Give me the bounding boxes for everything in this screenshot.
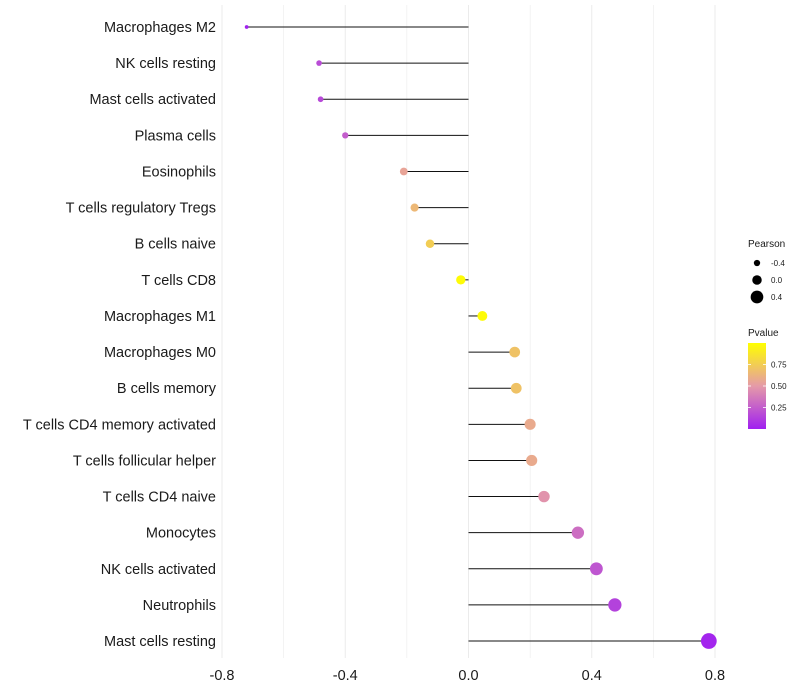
category-label: Macrophages M2 — [104, 20, 216, 36]
data-point — [608, 598, 622, 612]
category-label: T cells CD4 memory activated — [23, 417, 216, 433]
category-label: NK cells resting — [115, 56, 216, 72]
data-point — [526, 454, 538, 467]
data-point — [316, 60, 322, 66]
stem-layer — [246, 26, 709, 642]
data-point — [589, 562, 603, 576]
category-label: Plasma cells — [135, 128, 216, 144]
category-label: T cells CD4 naive — [103, 490, 216, 506]
data-point — [425, 239, 435, 248]
x-tick-label: -0.4 — [333, 668, 358, 684]
data-point — [244, 25, 249, 29]
category-label: Mast cells resting — [104, 634, 216, 650]
legend: Pearson Pvalue -0.4 0.0 0.4 0.75 0.50 0.25 — [748, 239, 787, 429]
data-point — [317, 96, 324, 103]
color-legend-label: 0.50 — [771, 382, 787, 391]
color-legend-title: Pvalue — [748, 328, 779, 339]
x-axis-tick-labels: -0.8 -0.4 0.0 0.4 0.8 — [210, 668, 726, 684]
size-legend-key — [750, 290, 764, 304]
category-label: Neutrophils — [143, 598, 216, 614]
size-legend-title: Pearson — [748, 239, 785, 250]
data-point — [477, 311, 488, 321]
size-legend-label: -0.4 — [771, 259, 785, 268]
data-point — [510, 382, 522, 394]
dot-layer — [244, 25, 717, 649]
size-legend-label: 0.4 — [771, 293, 783, 302]
size-legend-label: 0.0 — [771, 276, 783, 285]
category-label: Monocytes — [146, 526, 216, 542]
x-tick-label: 0.0 — [458, 668, 478, 684]
category-label: Macrophages M0 — [104, 345, 216, 361]
data-point — [342, 132, 349, 139]
category-labels: Macrophages M2 NK cells resting Mast cells… — [23, 20, 217, 650]
category-label: Macrophages M1 — [104, 309, 216, 325]
x-tick-label: 0.4 — [582, 668, 602, 684]
data-point — [410, 203, 419, 212]
category-label: NK cells activated — [101, 562, 216, 578]
category-label: Mast cells activated — [89, 92, 216, 108]
x-tick-label: -0.8 — [210, 668, 235, 684]
data-point — [456, 275, 466, 285]
size-legend-key — [753, 259, 761, 267]
data-point — [524, 418, 536, 430]
x-tick-label: 0.8 — [705, 668, 725, 684]
color-legend-label: 0.75 — [771, 361, 787, 370]
data-point — [399, 167, 408, 176]
grid-layer — [221, 5, 716, 658]
category-label: B cells naive — [135, 237, 216, 253]
data-point — [571, 526, 585, 539]
category-label: T cells follicular helper — [73, 453, 216, 469]
data-point — [538, 490, 550, 503]
data-point — [700, 633, 717, 649]
size-legend-key — [752, 275, 762, 285]
category-label: T cells CD8 — [141, 273, 216, 289]
category-label: Eosinophils — [142, 164, 216, 180]
category-label: B cells memory — [117, 381, 217, 397]
pvalue-colorbar — [748, 343, 766, 429]
color-legend-label: 0.25 — [771, 404, 787, 413]
category-label: T cells regulatory Tregs — [66, 201, 216, 217]
data-point — [509, 346, 521, 358]
